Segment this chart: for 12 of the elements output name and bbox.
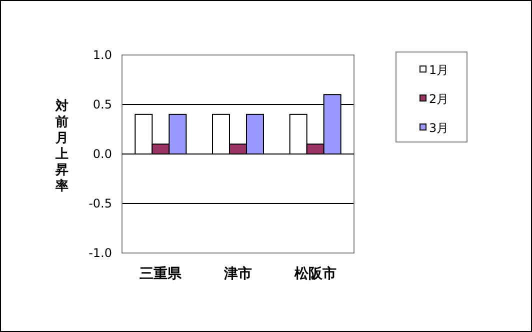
y-tick-label: -1.0 xyxy=(88,246,112,260)
y-tick-label: -0.5 xyxy=(88,196,112,210)
y-tick-label: 0.0 xyxy=(92,147,112,161)
y-tick-label: 1.0 xyxy=(92,48,112,62)
legend-label: 3月 xyxy=(429,121,449,135)
x-tick-label: 津市 xyxy=(223,265,252,282)
y-axis-title: 対前月上昇率 xyxy=(54,98,68,194)
legend-label: 2月 xyxy=(429,92,449,106)
y-tick-label: 0.5 xyxy=(92,98,112,112)
legend-label: 1月 xyxy=(429,63,449,77)
x-tick-label: 松阪市 xyxy=(293,265,336,282)
x-tick-label: 三重県 xyxy=(140,266,183,282)
